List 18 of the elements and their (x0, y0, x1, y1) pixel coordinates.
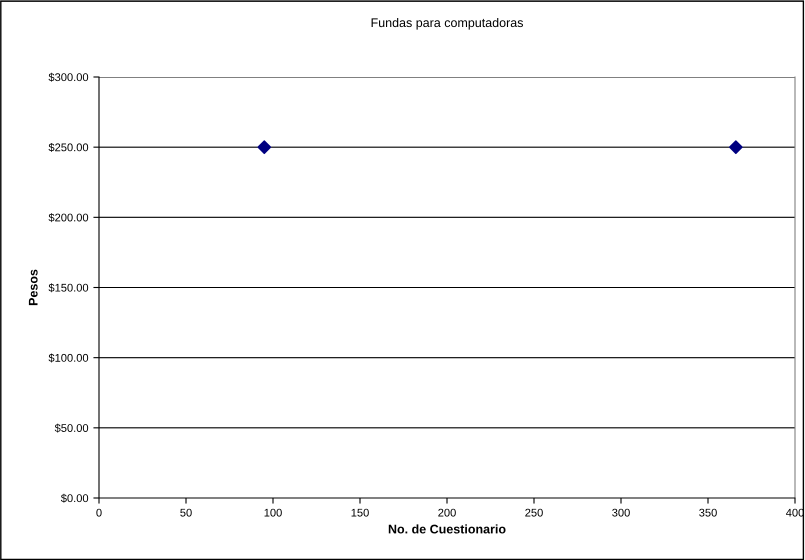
y-tick-label: $300.00 (48, 72, 88, 82)
y-tick-label: $200.00 (48, 213, 88, 222)
x-tick-label: 250 (525, 508, 543, 517)
x-tick-label: 100 (264, 508, 282, 517)
x-tick-label: 50 (180, 508, 192, 517)
y-tick-label: $150.00 (48, 283, 88, 292)
y-tick-label: $0.00 (60, 494, 88, 503)
x-tick-label: 200 (438, 508, 456, 517)
y-tick-label: $250.00 (48, 142, 88, 152)
x-tick-label: 300 (612, 508, 630, 517)
x-tick-label: 150 (352, 508, 369, 517)
chart-title: Fundas para computadoras (372, 18, 523, 30)
x-tick-label: 350 (699, 508, 717, 517)
x-axis-title: No. de Cuestionario (388, 524, 506, 534)
y-axis-title: Pesos (28, 270, 38, 306)
y-tick-label: $50.00 (54, 424, 88, 433)
y-tick-label: $100.00 (48, 353, 88, 362)
x-tick-label: 0 (96, 508, 102, 517)
